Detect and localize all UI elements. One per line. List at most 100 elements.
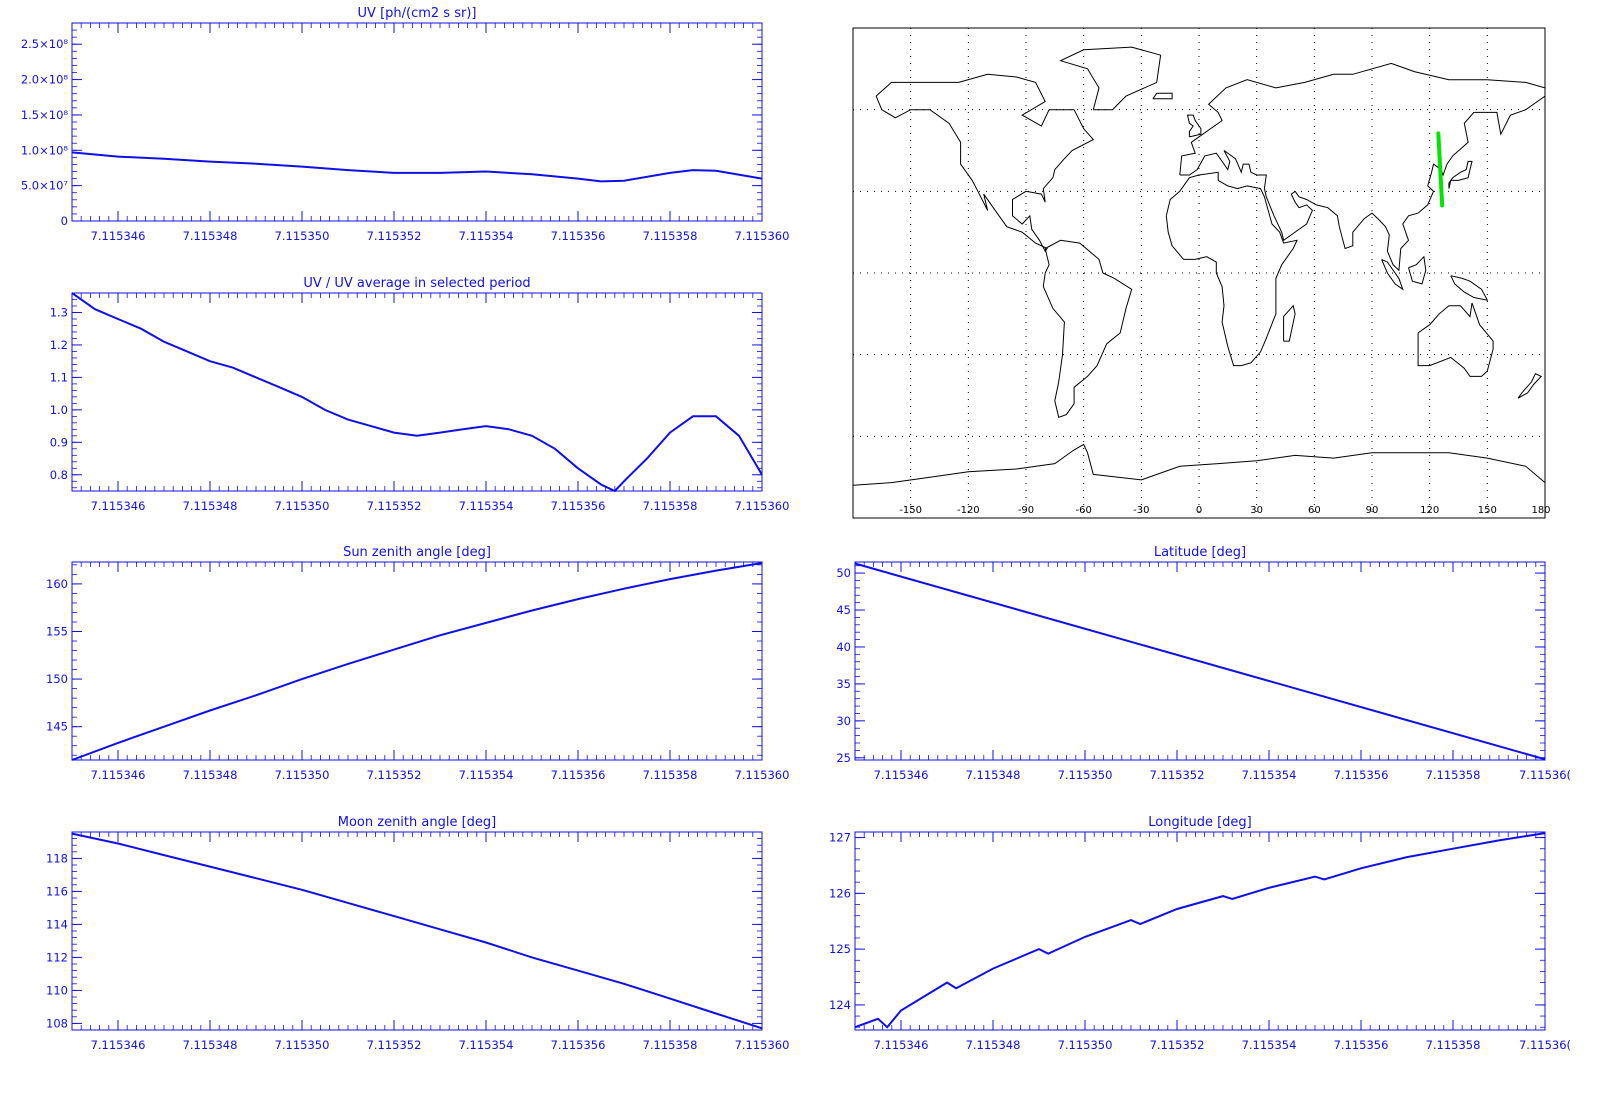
coastline-australia [1417, 302, 1494, 377]
x-tick-label: 7.115354 [1242, 768, 1297, 782]
x-tick-label: 7.115358 [643, 229, 698, 243]
x-tick-label: 7.115350 [275, 229, 330, 243]
x-tick-label: 7.115354 [459, 1038, 514, 1052]
lon-tick-label: -150 [899, 505, 922, 516]
x-tick-label: 7.115352 [367, 499, 422, 513]
x-tick-label: 7.115350 [275, 1038, 330, 1052]
y-tick-label: 2.0×10⁸ [21, 73, 69, 87]
chart-title: UV / UV average in selected period [303, 276, 530, 291]
lon-tick-label: -90 [1018, 505, 1034, 516]
y-tick-label: 45 [836, 603, 851, 617]
map-panel: -150 -120 -90 -60 -30 0 30 60 90 120 150 180 [852, 27, 1551, 519]
x-tick-label: 7.115360 [735, 768, 790, 782]
x-tick-label: 7.115352 [1150, 768, 1205, 782]
x-tick-label: 7.115348 [183, 499, 238, 513]
y-tick-label: 155 [46, 624, 68, 638]
y-tick-label: 116 [46, 884, 68, 898]
lon-tick-label: 0 [1196, 505, 1202, 516]
chart-title: Sun zenith angle [deg] [343, 545, 491, 560]
y-tick-label: 124 [829, 998, 851, 1012]
x-tick-label: 7.115352 [1150, 1038, 1205, 1052]
x-tick-label: 7.115352 [367, 768, 422, 782]
x-tick-label: 7.115348 [966, 768, 1021, 782]
x-tick-label: 7.115358 [1426, 768, 1481, 782]
x-tick-label: 7.115356 [551, 768, 606, 782]
x-tick-label: 7.115356 [1334, 768, 1389, 782]
y-tick-label: 160 [46, 577, 68, 591]
x-tick-label: 7.115356 [1334, 1038, 1389, 1052]
x-tick-label: 7.115346 [874, 768, 929, 782]
lon-tick-label: 30 [1250, 505, 1263, 516]
y-tick-label: 1.0×10⁸ [21, 143, 69, 157]
x-tick-label: 7.115348 [183, 768, 238, 782]
y-tick-label: 150 [46, 672, 68, 686]
coastline-uk [1186, 114, 1202, 138]
y-tick-label: 1.3 [50, 305, 68, 319]
coastline-africa [1165, 171, 1298, 367]
x-tick-label: 7.115360 [735, 499, 790, 513]
x-tick-label: 7.11536( [1519, 1038, 1571, 1052]
sun-series-line [71, 562, 763, 761]
x-tick-label: 7.115350 [1058, 1038, 1113, 1052]
uv_ratio-series-line [71, 292, 763, 493]
lon-tick-label: 60 [1308, 505, 1321, 516]
x-tick-label: 7.115356 [551, 229, 606, 243]
y-tick-label: 1.0 [50, 403, 68, 417]
y-tick-label: 50 [836, 566, 851, 580]
x-tick-label: 7.115358 [643, 768, 698, 782]
lat-series-line [854, 562, 1546, 761]
lon-tick-label: 90 [1366, 505, 1379, 516]
plot-frame [854, 831, 1546, 1031]
lon-tick-label: 150 [1478, 505, 1497, 516]
coastline-antarctica [852, 443, 1546, 486]
x-tick-label: 7.115348 [966, 1038, 1021, 1052]
x-tick-label: 7.115346 [91, 768, 146, 782]
x-tick-label: 7.115350 [275, 499, 330, 513]
ground-track-line [1436, 131, 1445, 208]
x-tick-label: 7.115358 [643, 499, 698, 513]
coastline-borneo [1408, 255, 1427, 285]
y-tick-label: 108 [46, 1016, 68, 1030]
y-tick-label: 5.0×10⁷ [21, 179, 69, 193]
coastline-north-america [875, 73, 1095, 253]
x-tick-label: 7.115352 [367, 229, 422, 243]
coastline-new-zealand [1517, 373, 1543, 399]
x-tick-label: 7.115348 [183, 229, 238, 243]
y-tick-label: 0 [61, 214, 68, 228]
x-tick-label: 7.115350 [1058, 768, 1113, 782]
x-tick-label: 7.115346 [91, 1038, 146, 1052]
lon-panel: Longitude [deg] 7.115346 7.115348 7.115350 7… [829, 815, 1571, 1052]
plot-frame [71, 22, 763, 222]
y-tick-label: 0.9 [50, 435, 68, 449]
x-tick-label: 7.115348 [183, 1038, 238, 1052]
y-tick-label: 112 [46, 950, 68, 964]
x-tick-label: 7.115356 [551, 499, 606, 513]
x-tick-label: 7.115360 [735, 1038, 790, 1052]
x-tick-label: 7.115358 [1426, 1038, 1481, 1052]
coastline-iceland [1152, 92, 1173, 100]
y-tick-label: 1.1 [50, 370, 68, 384]
uv-series-line [71, 151, 763, 183]
y-tick-label: 127 [829, 831, 851, 845]
coastline-new-guinea [1450, 275, 1489, 301]
plot-frame [71, 561, 763, 761]
lon-tick-label: -120 [957, 505, 980, 516]
x-tick-label: 7.115354 [459, 499, 514, 513]
lat-panel: Latitude [deg] 7.115346 7.115348 7.115350 7.… [836, 545, 1571, 782]
y-tick-label: 30 [836, 714, 851, 728]
x-tick-label: 7.115354 [459, 229, 514, 243]
moon-series-line [71, 832, 763, 1030]
y-tick-label: 35 [836, 677, 851, 691]
coastline-south-america [1042, 239, 1133, 418]
plot-frame [71, 292, 763, 492]
uv-panel: UV [ph/(cm2 s sr)] 7.115346 7.115348 7.1153… [21, 6, 790, 243]
coastline-eurasia [1179, 62, 1546, 272]
lon-tick-label: -30 [1133, 505, 1149, 516]
plot-frame [71, 831, 763, 1031]
coastline-madagascar [1283, 304, 1296, 342]
x-tick-label: 7.11536( [1519, 768, 1571, 782]
x-tick-label: 7.115346 [874, 1038, 929, 1052]
y-tick-label: 126 [829, 886, 851, 900]
chart-title: Moon zenith angle [deg] [338, 815, 496, 830]
